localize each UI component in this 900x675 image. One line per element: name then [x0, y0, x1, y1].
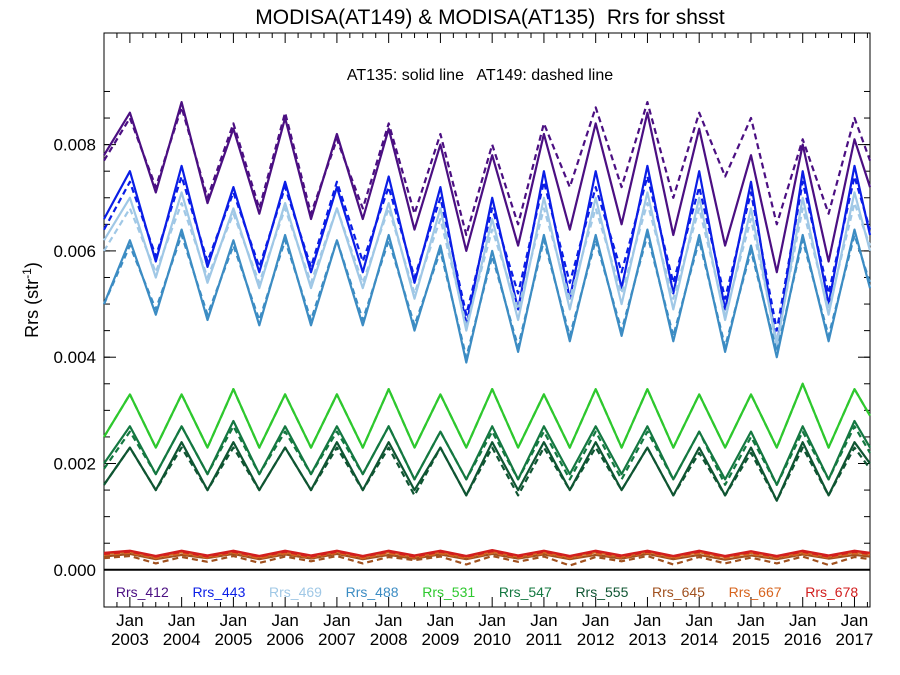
legend-item-rrs_412: Rrs_412 [116, 584, 169, 600]
legend-item-rrs_645: Rrs_645 [652, 584, 705, 600]
y-tick-label: 0.008 [53, 136, 96, 155]
series-line-at149-rrs_531 [103, 382, 871, 449]
x-tick-year: 2005 [214, 630, 252, 649]
series-line-at135-rrs_412 [103, 101, 872, 274]
y-axis-label: Rrs (str-1) [20, 262, 42, 338]
legend-item-rrs_443: Rrs_443 [192, 584, 245, 600]
plot-frame [103, 32, 871, 608]
series-line-at149-rrs_555 [103, 446, 871, 502]
series-line-at135-rrs_488 [102, 228, 872, 364]
y-tick-label: 0.002 [53, 455, 96, 474]
series-line-at149-rrs_469 [103, 202, 872, 343]
series-line-at149-rrs_412 [103, 101, 872, 237]
series-line-at149-rrs_678 [103, 550, 871, 558]
x-tick-month: Jan [582, 611, 609, 630]
series-line-at135-rrs_443 [103, 164, 872, 348]
legend-item-rrs_667: Rrs_667 [729, 584, 782, 600]
x-tick-year: 2008 [370, 630, 408, 649]
line-style-annotation: AT135: solid line AT149: dashed line [347, 67, 613, 84]
x-tick-year: 2004 [163, 630, 201, 649]
x-tick-year: 2012 [577, 630, 615, 649]
x-tick-year: 2009 [422, 630, 460, 649]
x-tick-month: Jan [116, 611, 143, 630]
x-tick-year: 2015 [732, 630, 770, 649]
x-tick-month: Jan [375, 611, 402, 630]
x-tick-year: 2011 [526, 630, 563, 649]
legend-item-rrs_469: Rrs_469 [269, 584, 322, 600]
x-tick-year: 2010 [473, 630, 511, 649]
y-tick-label: 0.000 [53, 561, 96, 580]
legend-item-rrs_555: Rrs_555 [575, 584, 628, 600]
series-line-at149-rrs_645 [103, 554, 871, 567]
x-tick-month: Jan [685, 611, 712, 630]
x-tick-month: Jan [789, 611, 816, 630]
x-tick-month: Jan [530, 611, 557, 630]
y-tick-label: 0.004 [53, 348, 96, 367]
y-tick-label: 0.006 [53, 242, 96, 261]
x-tick-month: Jan [841, 611, 868, 630]
series-line-at135-rrs_555 [103, 441, 871, 502]
series-line-at149-rrs_488 [102, 233, 872, 359]
legend-item-rrs_547: Rrs_547 [499, 584, 552, 600]
x-tick-month: Jan [737, 611, 764, 630]
y-axis-label-superscript: -1 [20, 268, 34, 279]
x-tick-month: Jan [271, 611, 298, 630]
legend-item-rrs_531: Rrs_531 [422, 584, 475, 600]
series-line-at135-rrs_469 [103, 191, 872, 348]
x-tick-month: Jan [427, 611, 454, 630]
x-tick-year: 2006 [266, 630, 304, 649]
x-tick-month: Jan [478, 611, 505, 630]
plot-area: 0.0000.0020.0040.0060.008Jan2003Jan2004J… [53, 32, 874, 649]
x-tick-year: 2013 [629, 630, 667, 649]
x-tick-year: 2007 [318, 630, 356, 649]
x-tick-year: 2014 [680, 630, 718, 649]
y-axis-label-end: ) [22, 262, 42, 268]
x-tick-month: Jan [220, 611, 247, 630]
legend-item-rrs_678: Rrs_678 [805, 584, 858, 600]
chart-title: MODISA(AT149) & MODISA(AT135) Rrs for sh… [255, 6, 725, 29]
series-line-at149-rrs_443 [103, 175, 872, 332]
y-axis-label-main: Rrs (str [22, 279, 42, 338]
x-tick-month: Jan [323, 611, 350, 630]
x-tick-month: Jan [634, 611, 661, 630]
x-tick-year: 2017 [836, 630, 874, 649]
x-tick-month: Jan [168, 611, 195, 630]
series-line-at135-rrs_547 [103, 419, 871, 486]
x-tick-year: 2003 [111, 630, 149, 649]
legend-item-rrs_488: Rrs_488 [346, 584, 399, 600]
x-tick-year: 2016 [784, 630, 822, 649]
